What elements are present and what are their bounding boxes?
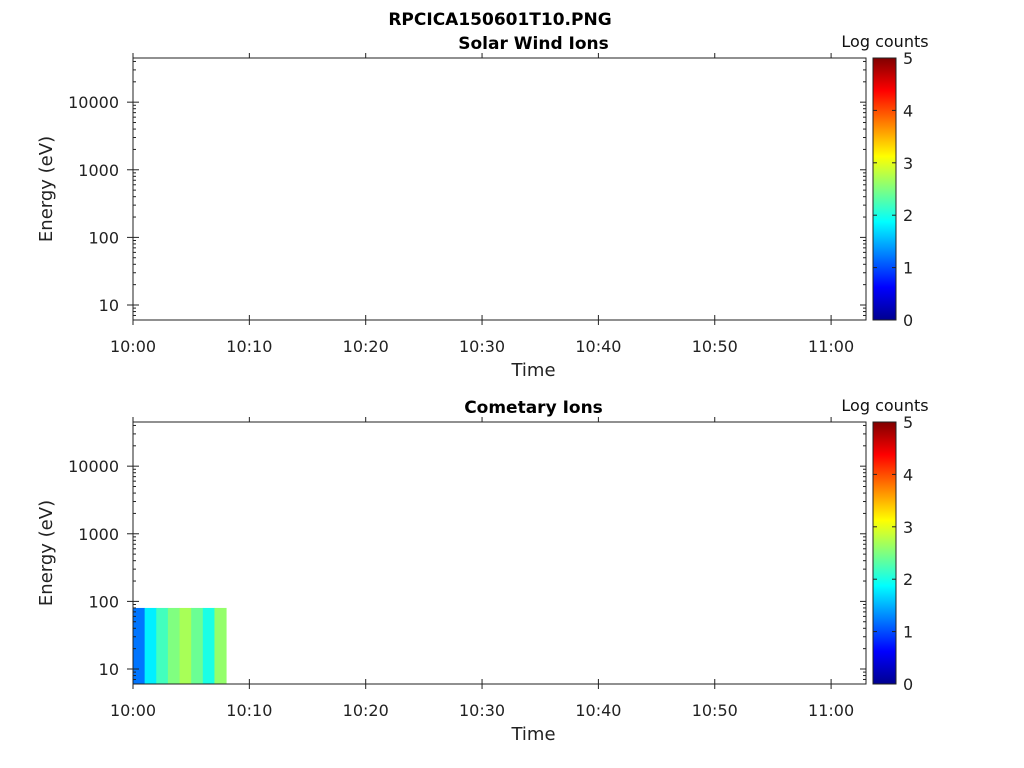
- colorbar-tick-label: 3: [903, 518, 913, 537]
- x-tick-label: 10:40: [575, 337, 621, 356]
- heatmap-cell-3: [167, 607, 181, 684]
- x-tick-label: 10:40: [575, 701, 621, 720]
- y-tick-label: 100: [88, 228, 119, 247]
- y-tick-label: 10: [99, 660, 119, 679]
- plot-frame: [132, 421, 867, 685]
- plot-frame: [132, 57, 867, 321]
- figure-title: RPCICA150601T10.PNG: [388, 10, 611, 30]
- heatmap-cell-1: [144, 607, 157, 684]
- y-tick-label: 10: [99, 296, 119, 315]
- heatmap-cell-0: [133, 607, 146, 684]
- x-tick-label: 11:00: [808, 701, 854, 720]
- panel-title: Cometary Ions: [464, 398, 603, 418]
- colorbar-tick-label: 2: [903, 570, 913, 589]
- panel-title: Solar Wind Ions: [458, 34, 609, 54]
- x-tick-label: 10:50: [692, 701, 738, 720]
- colorbar-tick-label: 4: [903, 101, 913, 120]
- colorbar-tick-label: 1: [903, 623, 913, 642]
- y-tick-label: 10000: [68, 93, 119, 112]
- x-axis-label: Time: [510, 724, 555, 745]
- heatmap-cell-6: [202, 607, 215, 684]
- colorbar-tick-label: 1: [903, 259, 913, 278]
- heatmap-cell-2: [156, 607, 169, 684]
- colorbar: [872, 57, 897, 321]
- colorbar-label: Log counts: [841, 32, 928, 51]
- colorbar-tick-label: 3: [903, 154, 913, 173]
- colorbar-tick-label: 0: [903, 675, 913, 694]
- x-tick-label: 10:00: [110, 701, 156, 720]
- y-tick-label: 1000: [78, 161, 119, 180]
- heatmap-cell-5: [191, 607, 204, 684]
- x-tick-label: 10:20: [343, 337, 389, 356]
- y-axis-label: Energy (eV): [36, 500, 57, 606]
- x-tick-label: 10:20: [343, 701, 389, 720]
- colorbar-tick-label: 2: [903, 206, 913, 225]
- x-tick-label: 10:10: [226, 701, 272, 720]
- colorbar: [872, 421, 897, 685]
- x-tick-label: 10:30: [459, 337, 505, 356]
- colorbar-label: Log counts: [841, 396, 928, 415]
- x-axis-label: Time: [510, 360, 555, 381]
- colorbar-tick-label: 5: [903, 49, 913, 68]
- heatmap-cell-7: [214, 607, 227, 684]
- y-axis-label: Energy (eV): [36, 136, 57, 242]
- x-tick-label: 10:00: [110, 337, 156, 356]
- y-tick-label: 100: [88, 592, 119, 611]
- colorbar-tick-label: 4: [903, 465, 913, 484]
- y-tick-label: 10000: [68, 457, 119, 476]
- heatmap-cell-4: [179, 607, 192, 684]
- x-tick-label: 10:50: [692, 337, 738, 356]
- x-tick-label: 10:10: [226, 337, 272, 356]
- x-tick-label: 11:00: [808, 337, 854, 356]
- x-tick-label: 10:30: [459, 701, 505, 720]
- colorbar-tick-label: 0: [903, 311, 913, 330]
- y-tick-label: 1000: [78, 525, 119, 544]
- colorbar-tick-label: 5: [903, 413, 913, 432]
